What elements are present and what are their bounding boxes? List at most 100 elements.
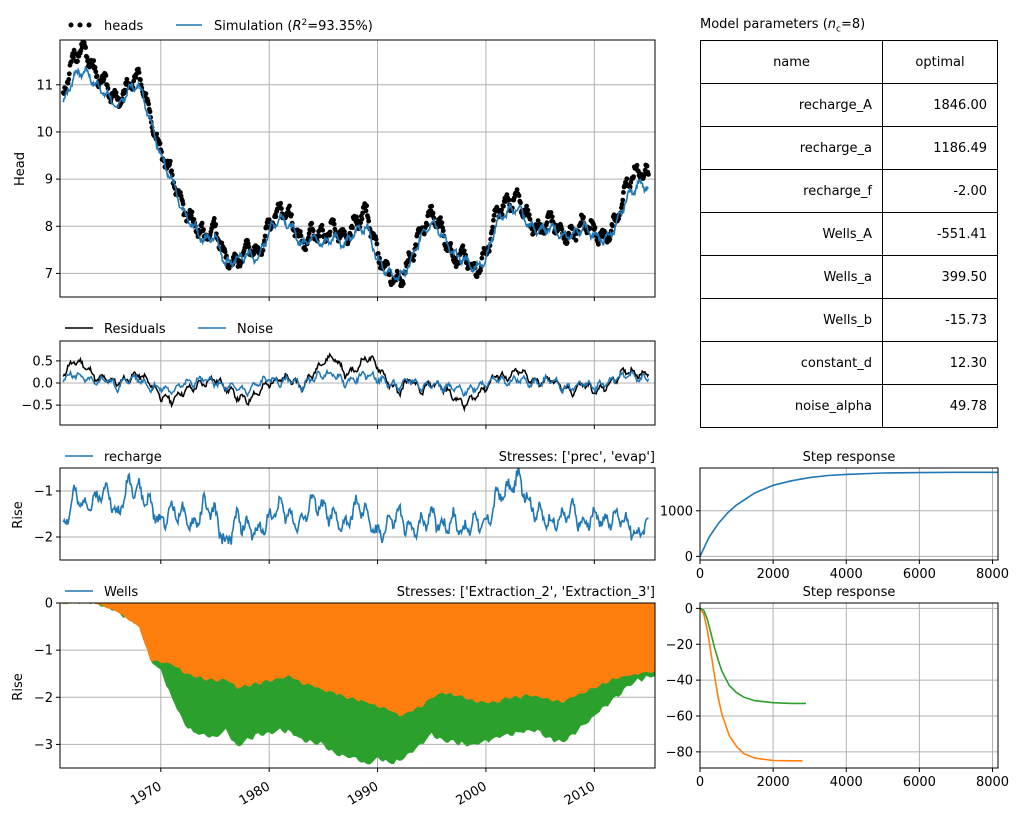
head-observation-point bbox=[124, 76, 130, 82]
head-observation-point bbox=[84, 54, 90, 60]
head-observation-point bbox=[262, 233, 268, 239]
head-observation-point bbox=[544, 220, 550, 226]
head-observation-point bbox=[331, 221, 337, 227]
step-response-extraction-2-line bbox=[700, 607, 803, 762]
y-tick-label: −40 bbox=[666, 674, 693, 689]
head-observation-point bbox=[363, 208, 369, 214]
axes-frame bbox=[699, 602, 999, 769]
heads-legend: heads Simulation (R2=93.35%) bbox=[68, 18, 373, 34]
head-observation-point bbox=[289, 212, 294, 218]
y-tick-label: −1 bbox=[34, 485, 53, 500]
head-observation-point bbox=[115, 95, 121, 101]
head-observation-point bbox=[474, 274, 480, 280]
y-tick-label: 7 bbox=[45, 267, 53, 282]
table-row: Wells_A -551.41 bbox=[700, 212, 998, 256]
step-response-extraction-3-line bbox=[700, 607, 806, 705]
y-tick-label: −3 bbox=[34, 738, 53, 753]
head-observation-point bbox=[411, 258, 416, 263]
head-observation-point bbox=[439, 220, 445, 226]
x-tick-label: 2000 bbox=[454, 779, 490, 809]
step-response-wells-title: Step response bbox=[803, 585, 896, 600]
head-observation-point bbox=[400, 281, 406, 287]
head-observation-point bbox=[587, 225, 593, 231]
head-observation-point bbox=[222, 249, 228, 255]
head-observation-point bbox=[549, 214, 555, 220]
axes-frame bbox=[59, 602, 656, 769]
residuals-panel: −0.5 0.0 0.5 bbox=[21, 340, 656, 429]
x-tick-label: 6000 bbox=[903, 775, 936, 790]
head-observation-point bbox=[66, 71, 72, 77]
head-observation-point bbox=[211, 216, 217, 221]
head-observation-point bbox=[122, 87, 128, 93]
legend-simulation-label: Simulation (R2=93.35%) bbox=[214, 18, 373, 34]
head-observation-point bbox=[527, 216, 533, 222]
head-observation-point bbox=[472, 260, 477, 266]
head-observation-point bbox=[136, 70, 142, 75]
x-tick-label: 4000 bbox=[830, 567, 863, 582]
head-observation-point bbox=[157, 141, 163, 146]
y-tick-label: 0 bbox=[685, 550, 693, 565]
legend-residuals-label: Residuals bbox=[104, 322, 166, 337]
head-observation-point bbox=[209, 226, 215, 232]
parameter-optimal: 1186.49 bbox=[882, 126, 998, 170]
x-tick-label: 4000 bbox=[830, 775, 863, 790]
y-tick-label: −1 bbox=[34, 644, 53, 659]
y-tick-label: −60 bbox=[666, 709, 693, 724]
parameter-name: Wells_A bbox=[700, 212, 883, 256]
parameters-header-row: name optimal bbox=[700, 40, 998, 84]
head-observation-point bbox=[359, 216, 365, 222]
head-observation-point bbox=[147, 109, 153, 115]
head-observation-point bbox=[213, 222, 219, 227]
head-observation-point bbox=[627, 184, 633, 190]
head-observation-point bbox=[620, 197, 626, 203]
head-observation-point bbox=[287, 203, 292, 209]
parameters-table: name optimal recharge_A 1846.00 recharge_a… bbox=[700, 40, 998, 428]
head-observation-point bbox=[516, 193, 522, 199]
head-observation-point bbox=[518, 200, 523, 206]
head-observation-point bbox=[167, 158, 173, 164]
head-observation-point bbox=[69, 59, 74, 64]
head-observation-point bbox=[350, 225, 355, 231]
head-observation-point bbox=[180, 201, 186, 207]
head-observation-point bbox=[374, 241, 380, 247]
head-observation-point bbox=[66, 77, 72, 82]
y-tick-label: 8 bbox=[45, 220, 53, 235]
head-observation-point bbox=[559, 226, 565, 232]
column-header-optimal: optimal bbox=[882, 40, 998, 84]
head-observation-point bbox=[71, 55, 76, 61]
head-observation-point bbox=[306, 231, 312, 236]
table-row: constant_d 12.30 bbox=[700, 341, 998, 385]
head-observation-point bbox=[564, 240, 570, 246]
head-observation-point bbox=[631, 174, 636, 180]
parameter-optimal: 399.50 bbox=[882, 255, 998, 299]
wells-legend: Wells Stresses: ['Extraction_2', 'Extrac… bbox=[65, 585, 655, 600]
x-tick-label: 2010 bbox=[562, 779, 598, 809]
head-observation-point bbox=[430, 210, 436, 216]
x-tick-label: 6000 bbox=[903, 567, 936, 582]
table-row: Wells_a 399.50 bbox=[700, 255, 998, 299]
x-tick-label: 1980 bbox=[237, 779, 273, 809]
head-observation-point bbox=[92, 65, 98, 70]
head-observation-point bbox=[385, 261, 391, 267]
head-observation-point bbox=[188, 213, 194, 219]
y-tick-label: 10 bbox=[36, 125, 53, 140]
y-tick-label: 0.0 bbox=[32, 377, 53, 392]
head-observation-point bbox=[239, 260, 244, 265]
head-observation-point bbox=[331, 217, 336, 223]
head-observation-point bbox=[642, 172, 647, 178]
recharge-stresses-label: Stresses: ['prec', 'evap'] bbox=[499, 450, 655, 465]
head-observation-point bbox=[592, 225, 598, 231]
head-observation-point bbox=[219, 240, 225, 246]
x-tick-label: 8000 bbox=[976, 775, 1009, 790]
head-observation-point bbox=[506, 197, 512, 203]
head-observation-point bbox=[338, 233, 344, 239]
recharge-rise-axis-label: Rise bbox=[11, 501, 26, 528]
recharge-line bbox=[62, 468, 649, 545]
head-observation-point bbox=[154, 131, 160, 137]
y-tick-label: 1000 bbox=[660, 504, 693, 519]
table-row: recharge_a 1186.49 bbox=[700, 126, 998, 170]
head-observation-point bbox=[490, 224, 496, 230]
head-observation-point bbox=[644, 163, 650, 169]
x-tick-label: 0 bbox=[696, 567, 704, 582]
head-observation-point bbox=[461, 248, 467, 254]
